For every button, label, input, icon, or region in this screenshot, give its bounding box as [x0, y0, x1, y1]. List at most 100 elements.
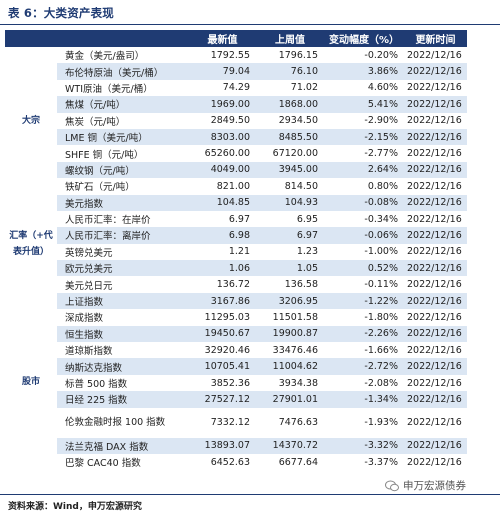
asset-name: 美元兑日元 [65, 280, 113, 292]
latest-value: 6.97 [228, 213, 250, 225]
change-percent: -0.06% [324, 227, 404, 244]
asset-name: 标普 500 指数 [65, 379, 128, 390]
change-percent: 2.64% [324, 161, 404, 179]
update-date: 2022/12/16 [407, 213, 462, 225]
latest-value: 10705.41 [189, 358, 256, 375]
previous-value: 1796.15 [278, 49, 318, 61]
update-date: 2022/12/16 [404, 63, 467, 80]
header-previous: 上周值 [256, 30, 324, 47]
latest-value: 13893.07 [189, 437, 256, 454]
table-row: 汇率（+代表升值） 美元指数 104.85 104.93 -0.08% 2022/12/1… [5, 194, 467, 293]
table-row: 焦炭（元/吨） 2849.50 2934.50 -2.90% 2022/12/16 [5, 113, 467, 129]
header-category [5, 30, 57, 47]
category-label: 股市 [5, 292, 57, 471]
previous-value: 1.05 [256, 260, 324, 277]
change-percent: -2.26% [324, 325, 404, 343]
previous-value: 27901.01 [256, 391, 324, 408]
previous-value: 104.93 [256, 194, 324, 211]
previous-value: 814.50 [284, 180, 318, 192]
previous-value: 3206.95 [256, 292, 324, 310]
update-date: 2022/12/16 [404, 358, 467, 375]
latest-value: 1.06 [189, 260, 256, 277]
previous-value: 1.23 [296, 246, 318, 258]
previous-value: 136.58 [284, 279, 318, 291]
asset-name: 布伦特原油（美元/桶） [57, 63, 189, 80]
header-change: 变动幅度（%） [324, 30, 404, 47]
table-row: 美元兑日元 136.72 136.58 -0.11% 2022/12/16 [5, 276, 467, 292]
update-date: 2022/12/16 [404, 128, 467, 146]
previous-value: 71.02 [290, 82, 318, 94]
update-date: 2022/12/16 [407, 148, 462, 160]
table-row: LME 铜（美元/吨） 8303.00 8485.50 -2.15% 2022/12/1… [5, 128, 467, 146]
update-date: 2022/12/16 [407, 82, 462, 94]
previous-value: 7476.63 [278, 416, 318, 428]
asset-name: 法兰克福 DAX 指数 [57, 437, 189, 454]
table-row: 人民币汇率：在岸价 6.97 6.95 -0.34% 2022/12/16 [5, 211, 467, 227]
latest-value: 136.72 [216, 279, 250, 291]
update-date: 2022/12/16 [407, 377, 462, 389]
asset-name: 深成指数 [65, 313, 104, 325]
table-row: 大宗 黄金（美元/盎司） 1792.55 1796.15 -0.20% 2022/12/1… [5, 47, 467, 195]
asset-name: 纳斯达克指数 [57, 358, 189, 375]
latest-value: 6.98 [189, 227, 256, 244]
title-divider [0, 24, 500, 25]
latest-value: 4049.00 [189, 161, 256, 179]
category-label: 大宗 [5, 47, 57, 195]
update-date: 2022/12/16 [407, 49, 462, 61]
update-date: 2022/12/16 [404, 292, 467, 310]
change-percent: -2.77% [364, 148, 398, 160]
table-body: 大宗 黄金（美元/盎司） 1792.55 1796.15 -0.20% 2022/12/1… [5, 47, 467, 471]
table-row: 伦敦金融时报 100 指数 7332.12 7476.63 -1.93% 2022/12… [5, 408, 467, 438]
asset-name: LME 铜（美元/吨） [57, 128, 189, 146]
change-percent: -1.22% [324, 292, 404, 310]
change-percent: -2.90% [364, 115, 398, 127]
table-row: WTI原油（美元/桶） 74.29 71.02 4.60% 2022/12/16 [5, 80, 467, 96]
update-date: 2022/12/16 [404, 161, 467, 179]
update-date: 2022/12/16 [407, 416, 462, 428]
watermark: 申万宏源债券 [385, 478, 466, 493]
update-date: 2022/12/16 [404, 96, 467, 113]
latest-value: 1792.55 [210, 49, 250, 61]
table-row: 布伦特原油（美元/桶） 79.04 76.10 3.86% 2022/12/16 [5, 63, 467, 80]
asset-name: 英镑兑美元 [65, 247, 113, 259]
previous-value: 1868.00 [256, 96, 324, 113]
table-row: 标普 500 指数 3852.36 3934.38 -2.08% 2022/12/16 [5, 375, 467, 391]
update-date: 2022/12/16 [407, 344, 462, 356]
latest-value: 1969.00 [189, 96, 256, 113]
table-row: 股市 上证指数 3167.86 3206.95 -1.22% 2022/12/16 [5, 292, 467, 471]
update-date: 2022/12/16 [404, 437, 467, 454]
change-percent: 0.80% [367, 180, 398, 192]
asset-name: 欧元兑美元 [57, 260, 189, 277]
change-percent: 5.41% [324, 96, 404, 113]
wechat-icon [385, 480, 399, 491]
asset-name: 人民币汇率：在岸价 [65, 215, 151, 227]
previous-value: 6.95 [296, 213, 318, 225]
table-row: 巴黎 CAC40 指数 6452.63 6677.64 -3.37% 2022/12/1… [5, 454, 467, 470]
previous-value: 11501.58 [272, 311, 318, 323]
change-percent: 4.60% [367, 82, 398, 94]
table-row: 焦煤（元/吨） 1969.00 1868.00 5.41% 2022/12/16 [5, 96, 467, 113]
latest-value: 79.04 [189, 63, 256, 80]
asset-name: 伦敦金融时报 100 指数 [65, 416, 166, 428]
previous-value: 14370.72 [256, 437, 324, 454]
latest-value: 6452.63 [210, 456, 250, 468]
latest-value: 7332.12 [210, 416, 250, 428]
table-row: 铁矿石（元/吨） 821.00 814.50 0.80% 2022/12/16 [5, 178, 467, 194]
change-percent: -3.32% [324, 437, 404, 454]
latest-value: 2849.50 [210, 115, 250, 127]
previous-value: 67120.00 [272, 148, 318, 160]
previous-value: 33476.46 [272, 344, 318, 356]
latest-value: 19450.67 [189, 325, 256, 343]
asset-name: 日经 225 指数 [57, 391, 189, 408]
update-date: 2022/12/16 [407, 180, 462, 192]
table-title: 表 6：大类资产表现 [8, 6, 115, 20]
asset-name: 螺纹钢（元/吨） [57, 161, 189, 179]
latest-value: 74.29 [222, 82, 250, 94]
latest-value: 1.21 [228, 246, 250, 258]
latest-value: 104.85 [189, 194, 256, 211]
latest-value: 821.00 [216, 180, 250, 192]
asset-name: 焦炭（元/吨） [65, 116, 126, 128]
change-percent: 3.86% [324, 63, 404, 80]
table-row: 法兰克福 DAX 指数 13893.07 14370.72 -3.32% 2022/12… [5, 437, 467, 454]
update-date: 2022/12/16 [407, 246, 462, 258]
